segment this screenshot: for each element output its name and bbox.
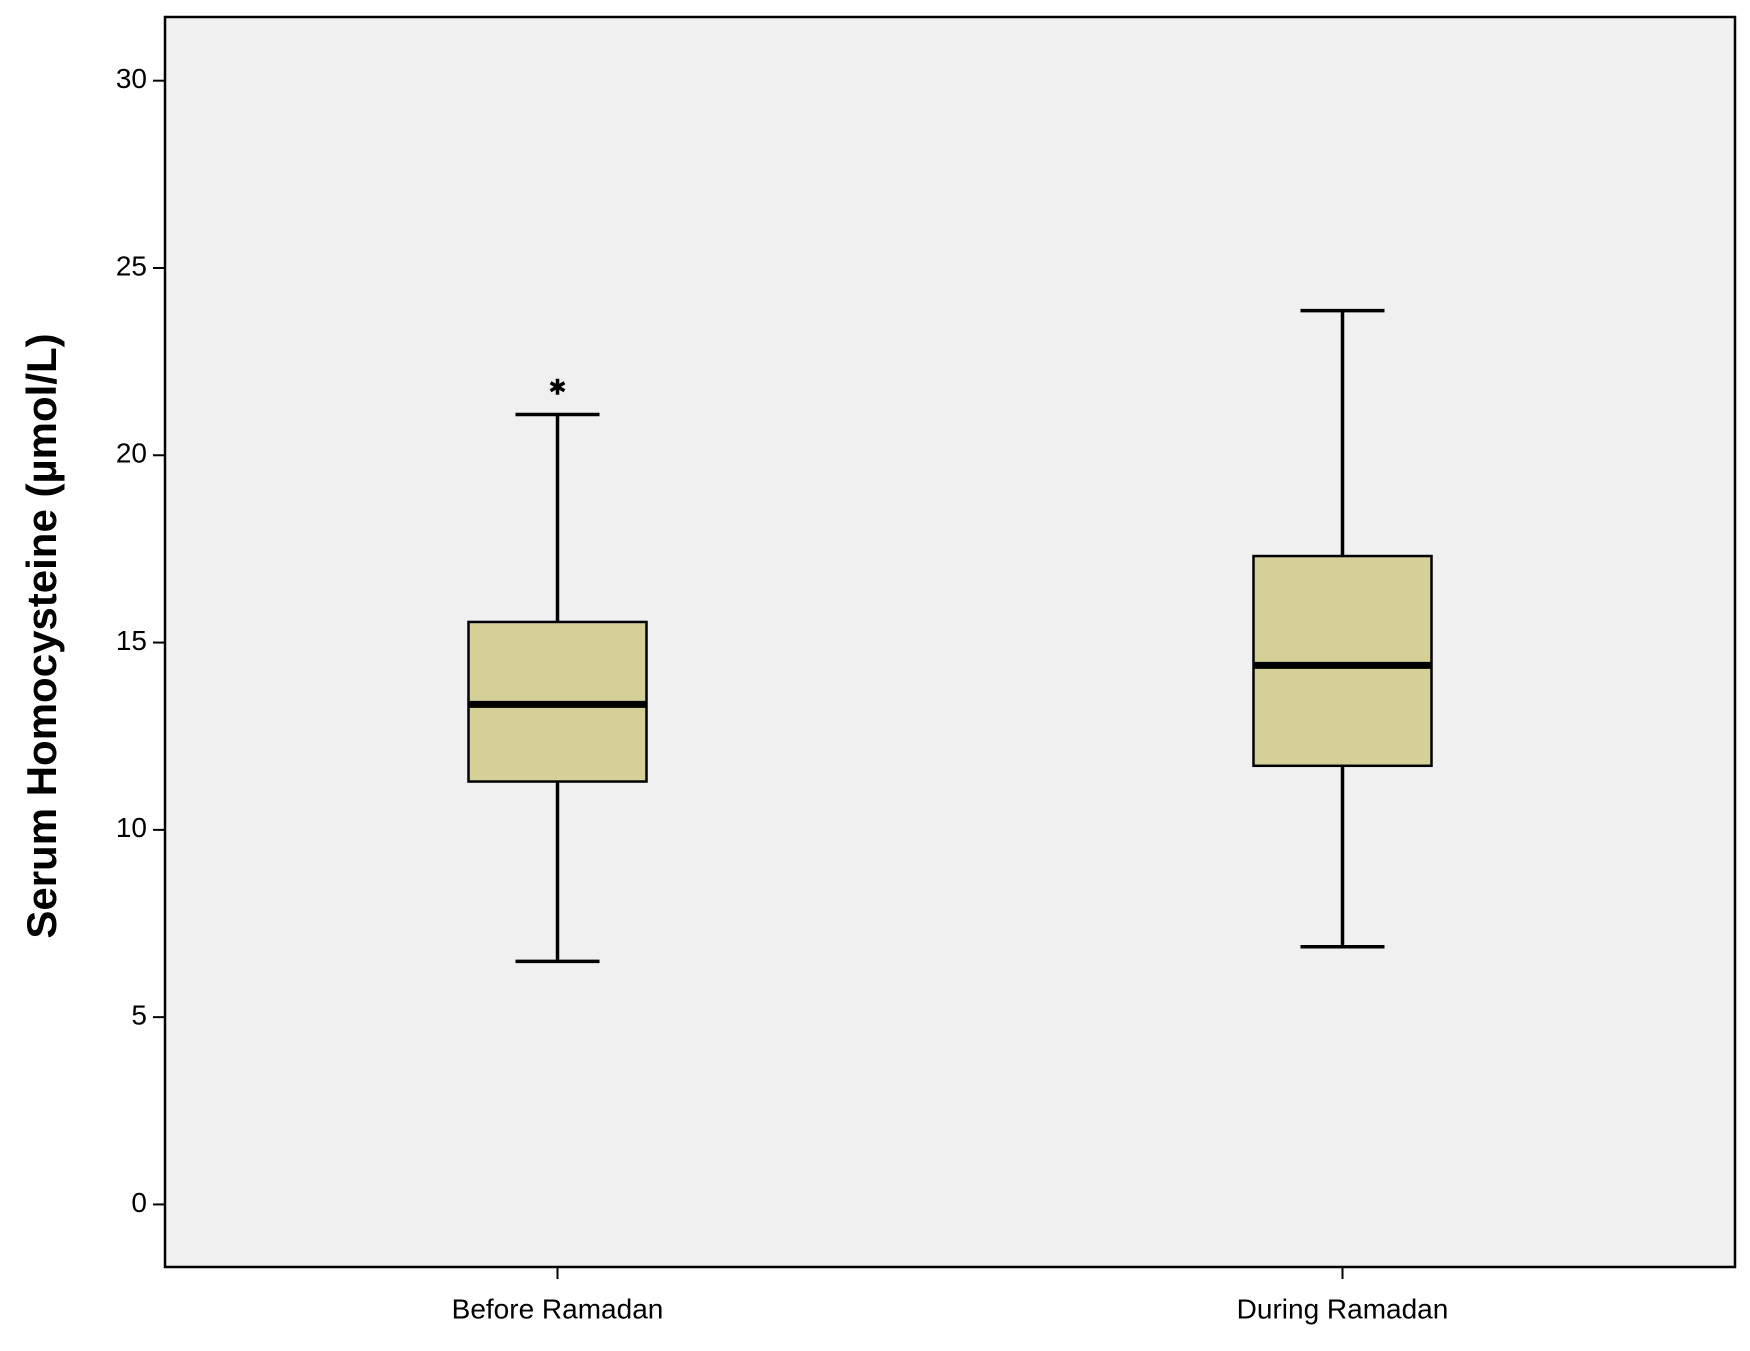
- y-tick-label: 30: [116, 63, 147, 94]
- y-axis-label: Serum Homocysteine (µmol/L): [18, 333, 65, 938]
- y-tick-label: 10: [116, 812, 147, 843]
- y-tick-label: 15: [116, 625, 147, 656]
- box: [1252, 554, 1433, 768]
- y-tick-label: 0: [131, 1187, 147, 1218]
- y-tick-label: 25: [116, 250, 147, 281]
- outlier: [549, 378, 566, 395]
- y-tick-label: 5: [131, 1000, 147, 1031]
- x-tick-label: Before Ramadan: [452, 1293, 664, 1324]
- plot-area: [163, 15, 1737, 1269]
- x-tick-label: During Ramadan: [1237, 1293, 1449, 1324]
- y-tick-label: 20: [116, 438, 147, 469]
